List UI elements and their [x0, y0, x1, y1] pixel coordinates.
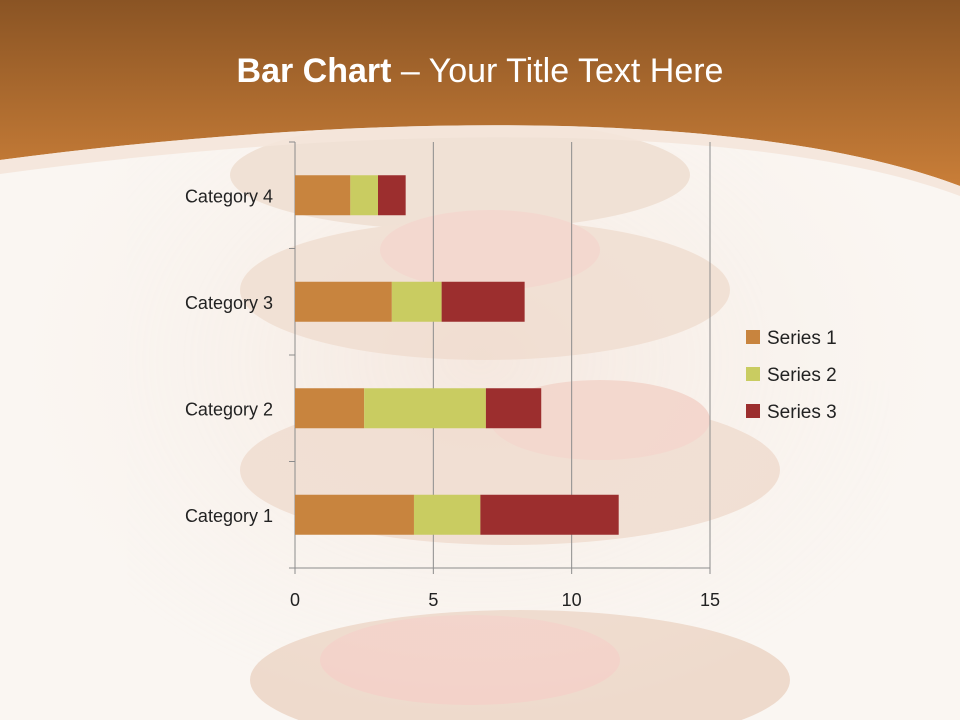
x-tick-label: 5 — [428, 590, 438, 610]
category-label: Category 2 — [185, 399, 273, 419]
category-label: Category 3 — [185, 293, 273, 313]
bar-series-2 — [350, 175, 378, 216]
bar-series-2 — [364, 388, 486, 429]
slide-title: Bar Chart – Your Title Text Here — [0, 52, 960, 91]
category-label: Category 1 — [185, 506, 273, 526]
legend-label: Series 1 — [767, 328, 837, 349]
bar-series-2 — [391, 281, 442, 322]
bar-series-1 — [295, 494, 414, 535]
legend-label: Series 2 — [767, 365, 837, 386]
bar-series-2 — [413, 494, 481, 535]
legend-swatch — [746, 367, 760, 381]
bar-series-3 — [485, 388, 542, 429]
header-swoosh — [0, 125, 960, 196]
legend-label: Series 3 — [767, 402, 837, 423]
slide-title-bold: Bar Chart — [236, 52, 392, 90]
bar-series-3 — [378, 175, 406, 216]
bar-series-1 — [295, 175, 351, 216]
slide-title-rest: – Your Title Text Here — [391, 52, 724, 90]
category-label: Category 4 — [185, 186, 273, 206]
bar-series-1 — [295, 388, 365, 429]
x-tick-label: 10 — [562, 590, 582, 610]
header-band — [0, 0, 960, 186]
x-tick-label: 15 — [700, 590, 720, 610]
bar-series-3 — [480, 494, 619, 535]
legend-swatch — [746, 330, 760, 344]
x-tick-label: 0 — [290, 590, 300, 610]
legend-swatch — [746, 404, 760, 418]
bar-series-1 — [295, 281, 392, 322]
bar-series-3 — [441, 281, 525, 322]
